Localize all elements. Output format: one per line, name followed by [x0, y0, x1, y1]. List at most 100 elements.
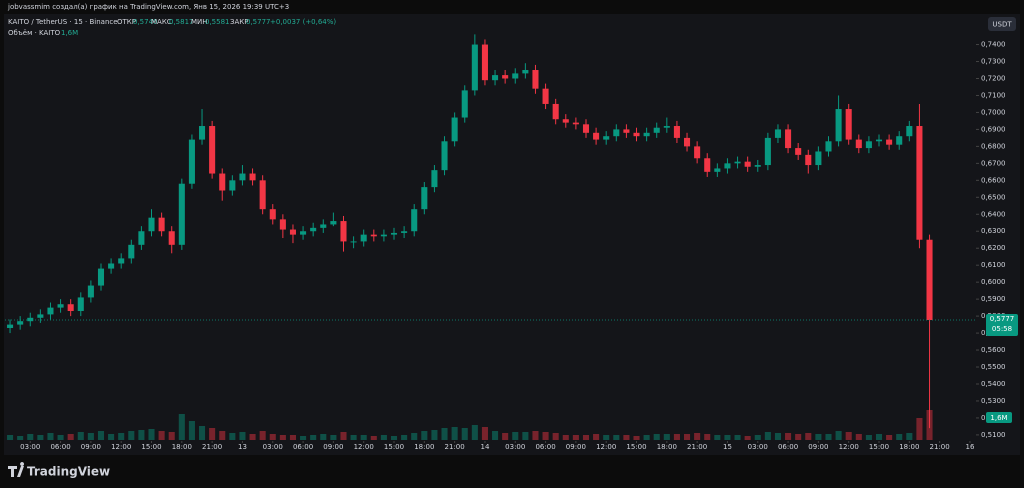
volume-bar: [704, 434, 711, 440]
candle-body: [623, 129, 630, 133]
volume-bar: [663, 434, 670, 440]
x-tick-label: 09:00: [566, 443, 586, 451]
y-tick-label: 0,5900: [981, 295, 1006, 303]
volume-bar: [492, 431, 499, 440]
candle-body: [370, 234, 377, 237]
y-tick-label: 0,6000: [981, 278, 1006, 286]
volume-bar: [340, 432, 347, 440]
x-tick-label: 12:00: [111, 443, 131, 451]
candle-body: [249, 173, 256, 181]
ohlc-value: 0,5777: [246, 18, 271, 26]
price-axis: [976, 14, 1020, 455]
volume-bar: [441, 428, 448, 440]
volume-bar: [805, 433, 812, 440]
candle-body: [27, 317, 34, 322]
candle-body: [724, 163, 731, 169]
x-tick-label: 06:00: [778, 443, 798, 451]
volume-bar: [401, 435, 408, 440]
volume-bar: [582, 435, 590, 440]
x-tick-label: 14: [480, 443, 489, 451]
volume-bar: [431, 430, 438, 440]
volume-bar: [916, 418, 923, 440]
candle-body: [279, 219, 286, 230]
candle-body: [7, 324, 14, 328]
candle-body: [795, 148, 802, 155]
candle-body: [87, 285, 94, 298]
candle-body: [108, 263, 115, 269]
candle-body: [825, 141, 832, 152]
candle-body: [754, 165, 761, 167]
volume-bar: [188, 421, 195, 440]
volume-bar: [734, 435, 741, 440]
candle-body: [269, 209, 276, 220]
price-tag: [986, 314, 1018, 337]
volume-bar: [865, 435, 872, 440]
candle-body: [815, 151, 822, 166]
volume-bar: [754, 435, 761, 440]
countdown: 05:58: [992, 325, 1012, 333]
candle-body: [694, 146, 701, 159]
x-tick-label: 03:00: [505, 443, 525, 451]
volume-bar: [461, 428, 468, 440]
volume-bar: [603, 435, 610, 440]
x-tick-label: 03:00: [263, 443, 283, 451]
candle-body: [57, 304, 64, 308]
currency-button[interactable]: [988, 17, 1016, 31]
candle-body: [168, 231, 175, 245]
candle-body: [532, 70, 539, 89]
volume-bar: [97, 431, 105, 440]
volume-bar: [249, 434, 256, 440]
candle-body: [158, 217, 165, 232]
volume-bar: [724, 435, 731, 440]
candle-body: [714, 168, 721, 172]
candle-body: [835, 109, 842, 142]
volume-bar: [239, 432, 246, 440]
candle-body: [492, 75, 499, 81]
volume-bar: [886, 435, 893, 440]
candle-body: [774, 129, 781, 138]
volume-bar: [168, 432, 175, 440]
candle-body: [875, 139, 883, 142]
x-tick-label: 15:00: [141, 443, 161, 451]
y-tick-label: 0,7300: [981, 58, 1006, 66]
candle-body: [37, 314, 44, 318]
ohlc-label: МАКС: [151, 18, 172, 26]
ohlc-value: 0,5740: [133, 18, 158, 26]
logo-icon: [8, 462, 25, 477]
volume-bar: [360, 435, 367, 440]
candle-body: [390, 232, 398, 235]
candle-body: [138, 231, 145, 245]
candle-body: [401, 231, 408, 233]
volume-tag-text: 1,6M: [990, 414, 1007, 422]
symbol: KAITO / TetherUS · 15 · Binance: [8, 18, 118, 26]
volume-bar: [7, 435, 14, 440]
volume-bar: [320, 434, 327, 440]
y-tick-label: 0,6200: [981, 244, 1006, 252]
volume-bar: [764, 432, 771, 440]
currency[interactable]: USDT: [992, 21, 1012, 29]
volume-tag: [986, 412, 1012, 423]
ohlc-label: ОТКР: [117, 18, 136, 26]
candle-body: [512, 73, 519, 79]
volume-bar: [451, 427, 458, 440]
candle-body: [744, 161, 751, 167]
x-tick-label: 09:00: [323, 443, 343, 451]
volume-bar: [714, 435, 721, 440]
candle-body: [643, 132, 650, 137]
candle-body: [421, 187, 428, 210]
volume-bar: [87, 433, 94, 440]
candle-body: [451, 117, 458, 142]
volume-bar: [532, 431, 539, 440]
volume-bar: [310, 435, 317, 440]
candle-body: [522, 70, 529, 74]
candle-body: [229, 180, 236, 191]
volume-bar: [219, 431, 226, 440]
volume-bar: [694, 433, 701, 440]
chart: 0,51000,52000,53000,54000,55000,56000,57…: [5, 34, 1018, 451]
candle-body: [47, 307, 54, 315]
volume-bar: [380, 435, 387, 440]
x-tick-label: 13: [238, 443, 247, 451]
volume-bar: [673, 434, 680, 440]
volume-bar: [421, 431, 428, 440]
